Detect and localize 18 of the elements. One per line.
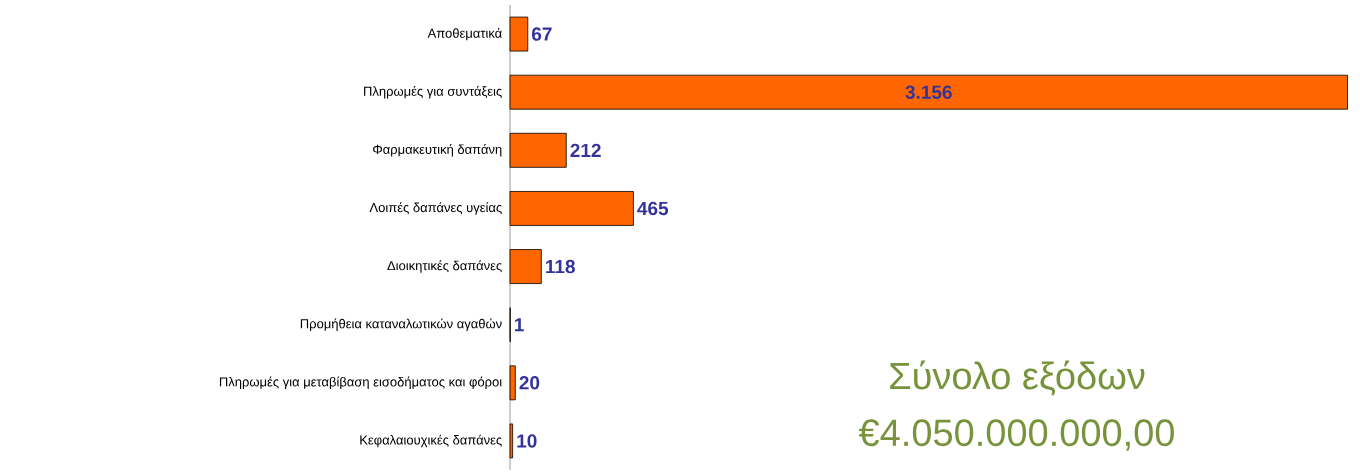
y-tick-label: Λοιπές δαπάνες υγείας [369,202,502,215]
data-label: 465 [637,201,669,216]
data-label: 212 [570,143,601,157]
y-tick-label: Πληρωμές για μεταβίβαση εισοδήματος και φόροι [219,376,502,390]
data-label: 10 [517,434,537,448]
y-tick-label: Φαρμακευτική δαπάνη [373,144,502,157]
y-tick-label: Κεφαλαιουχικές δαπάνες [360,434,502,448]
data-label: 1 [514,318,524,332]
data-label: 67 [532,27,552,41]
annotation: €4.050.000.000,00 [858,419,1174,451]
y-tick-label: Αποθεματικά [427,27,502,41]
y-tick-label: Προμήθεια καταναλωτικών αγαθών [300,318,502,331]
data-label: 20 [519,376,540,390]
data-label: 118 [546,259,575,274]
y-tick-label: Διοικητικές δαπάνες [387,260,502,273]
y-tick-label: Πληρωμές για συντάξεις [364,85,502,99]
annotation: Σύνολο εξόδων [890,360,1145,396]
data-label: 3.156 [905,85,952,99]
